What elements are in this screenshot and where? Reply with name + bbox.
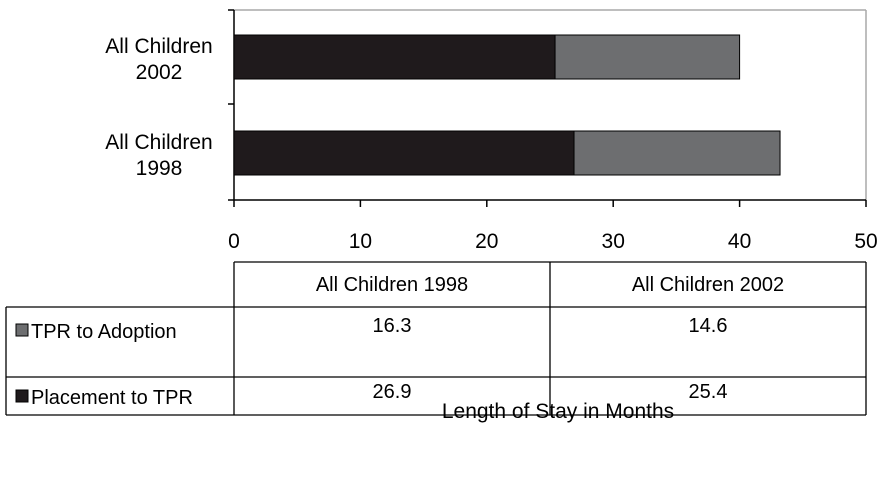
- bar-tpr-to-adoption-2002: [554, 34, 741, 80]
- x-tick-label-20: 20: [475, 230, 498, 253]
- x-tick-label-0: 0: [228, 230, 240, 253]
- x-tick-label-10: 10: [349, 230, 372, 253]
- category-labels: All Children 1998 All Children 2002: [105, 35, 212, 180]
- category-label-line: 1998: [136, 157, 183, 180]
- table-cell-value: 25.4: [689, 381, 728, 403]
- table-cell-value: 16.3: [373, 315, 412, 337]
- category-label-line: All Children: [105, 131, 212, 154]
- legend-swatch-tpr-to-adoption: [15, 323, 29, 337]
- x-axis-label: Length of Stay in Months: [442, 400, 674, 423]
- x-axis: 0 10 20 30 40 50: [228, 199, 878, 253]
- x-tick-label-50: 50: [854, 230, 877, 253]
- legend-swatch-placement-to-tpr: [15, 389, 29, 403]
- category-label-2002: All Children 2002: [105, 35, 212, 84]
- category-label-1998: All Children 1998: [105, 131, 212, 180]
- bar-placement-to-tpr-1998: [233, 130, 575, 176]
- table-column-header: All Children 1998: [316, 274, 468, 296]
- data-table: All Children 1998 All Children 2002 TPR to…: [5, 261, 867, 416]
- bars-group: [233, 34, 781, 176]
- table-cell-value: 14.6: [689, 315, 728, 337]
- table-column-header: All Children 2002: [632, 274, 784, 296]
- bar-placement-to-tpr-2002: [233, 34, 556, 80]
- category-label-line: All Children: [105, 35, 212, 58]
- table-row-label: TPR to Adoption: [31, 321, 177, 343]
- table-row-label: Placement to TPR: [31, 387, 193, 409]
- x-tick-label-30: 30: [602, 230, 625, 253]
- bar-tpr-to-adoption-1998: [573, 130, 781, 176]
- table-cell-value: 26.9: [373, 381, 412, 403]
- category-label-line: 2002: [136, 61, 183, 84]
- x-tick-label-40: 40: [728, 230, 751, 253]
